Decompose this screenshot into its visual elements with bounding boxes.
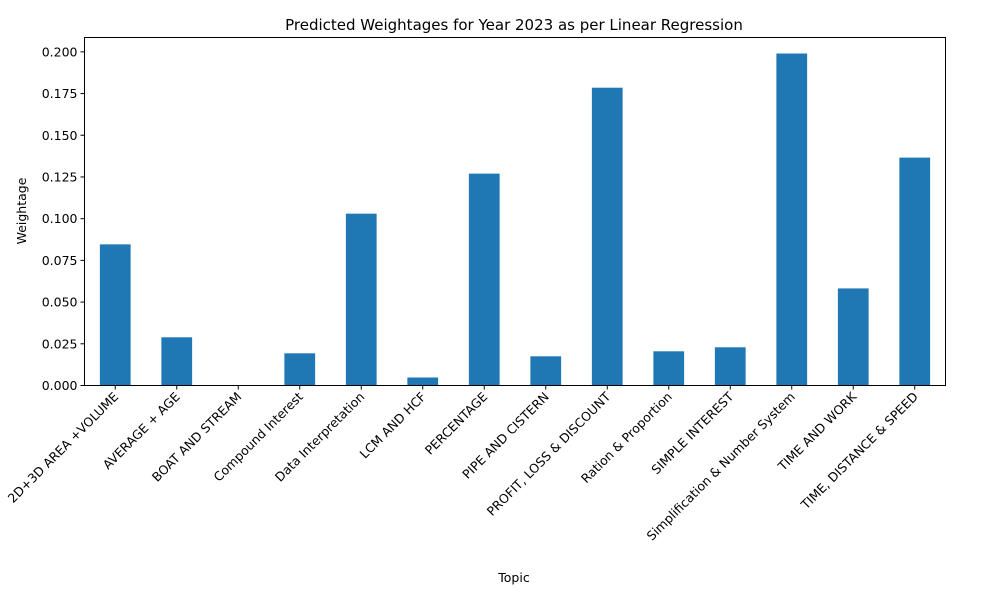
bar-1 xyxy=(161,337,193,386)
bar-8 xyxy=(591,87,623,386)
y-tick-label: 0.125 xyxy=(42,169,78,184)
bar-7 xyxy=(530,356,562,386)
x-tick-label: PROFIT, LOSS & DISCOUNT xyxy=(484,389,614,519)
bar-10 xyxy=(714,347,746,386)
x-tick-label: TIME, DISTANCE & SPEED xyxy=(797,389,921,513)
y-axis-label: Weightage xyxy=(14,177,29,244)
chart-title: Predicted Weightages for Year 2023 as pe… xyxy=(285,16,743,34)
x-axis-label: Topic xyxy=(497,570,530,585)
x-tick-label: PERCENTAGE xyxy=(422,389,491,458)
y-tick-label: 0.175 xyxy=(42,86,78,101)
bar-9 xyxy=(653,351,685,386)
y-tick-label: 0.200 xyxy=(42,44,78,59)
x-tick-label: 2D+3D AREA +VOLUME xyxy=(5,389,122,506)
bar-11 xyxy=(776,53,808,386)
bar-3 xyxy=(284,353,316,386)
y-tick-label: 0.075 xyxy=(42,253,78,268)
bar-4 xyxy=(345,213,377,386)
bar-13 xyxy=(899,157,931,386)
y-tick-label: 0.100 xyxy=(42,211,78,226)
bar-5 xyxy=(407,377,439,386)
plot-frame xyxy=(84,37,946,386)
bar-0 xyxy=(99,244,131,386)
bar-6 xyxy=(468,173,500,386)
bar-12 xyxy=(837,288,869,386)
y-tick-label: 0.150 xyxy=(42,128,78,143)
y-tick-label: 0.025 xyxy=(42,336,78,351)
y-tick-label: 0.000 xyxy=(42,378,78,393)
y-axis: 0.000 0.025 0.050 0.075 0.100 0.125 0.150 0.175… xyxy=(42,44,85,393)
y-tick-label: 0.050 xyxy=(42,295,78,310)
x-tick-label: LCM AND HCF xyxy=(357,389,429,461)
bars-group xyxy=(99,53,931,386)
